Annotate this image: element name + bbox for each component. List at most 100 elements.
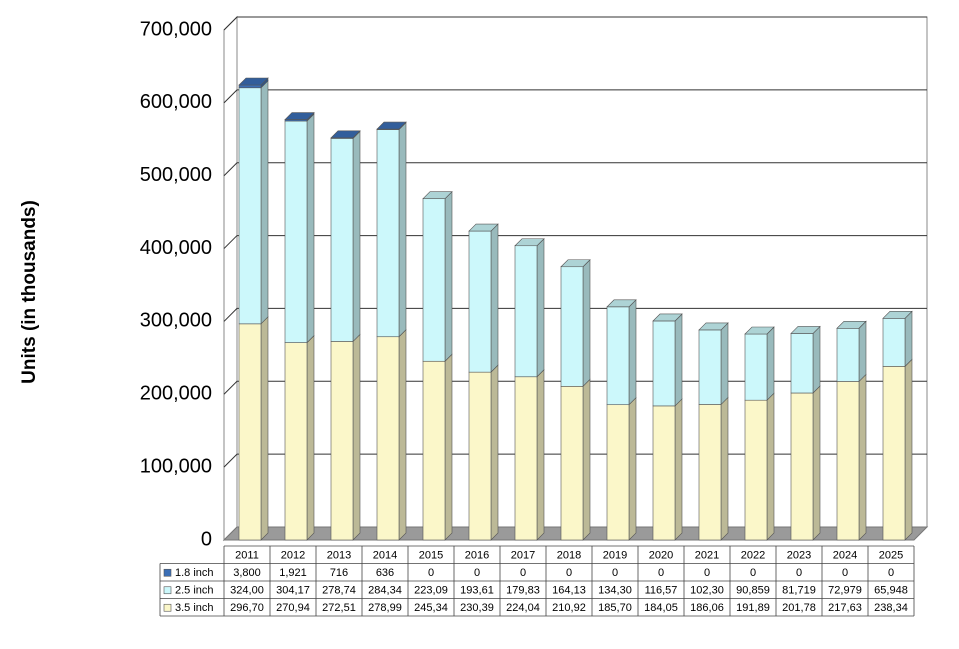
bar: [607, 307, 629, 405]
data-label: 0: [566, 567, 572, 579]
data-label: 0: [474, 567, 480, 579]
data-label: 224,04: [506, 602, 540, 614]
data-label: 102,30: [690, 585, 724, 597]
legend-label: 3.5 inch: [175, 602, 214, 614]
data-label: 0: [612, 567, 618, 579]
bar: [469, 231, 491, 372]
data-label: 193,61: [460, 585, 494, 597]
bar: [653, 406, 675, 540]
bar-side: [353, 131, 360, 341]
data-label: 179,83: [506, 585, 540, 597]
bar: [331, 138, 353, 341]
bar: [699, 404, 721, 540]
bar-side: [859, 321, 866, 381]
data-label: 223,09: [414, 585, 448, 597]
bar-side: [261, 317, 268, 540]
bar: [515, 377, 537, 540]
y-tick-label: 600,000: [140, 91, 212, 113]
x-tick-label: 2017: [511, 550, 535, 562]
legend-swatch: [164, 587, 171, 594]
bar: [791, 393, 813, 540]
bar-side: [813, 386, 820, 540]
bar: [745, 334, 767, 400]
bar-side: [767, 393, 774, 540]
bar-side: [721, 397, 728, 540]
bar: [469, 372, 491, 540]
bar: [561, 267, 583, 387]
data-label: 284,34: [368, 585, 402, 597]
legend-label: 2.5 inch: [175, 585, 214, 597]
bar: [423, 361, 445, 540]
legend-swatch: [164, 604, 171, 611]
data-label: 278,99: [368, 602, 402, 614]
bar-side: [491, 224, 498, 372]
bar: [883, 318, 905, 366]
data-label: 185,70: [598, 602, 632, 614]
bar: [837, 328, 859, 381]
data-label: 304,17: [276, 585, 310, 597]
data-label: 191,89: [736, 602, 770, 614]
bar-side: [767, 327, 774, 400]
data-label: 81,719: [782, 585, 816, 597]
legend-label: 1.8 inch: [175, 567, 214, 579]
data-label: 278,74: [322, 585, 356, 597]
data-label: 186,06: [690, 602, 724, 614]
x-tick-label: 2020: [649, 550, 673, 562]
data-label: 0: [704, 567, 710, 579]
x-tick-label: 2023: [787, 550, 811, 562]
x-tick-label: 2019: [603, 550, 627, 562]
bar: [515, 246, 537, 377]
data-label: 65,948: [874, 585, 908, 597]
bar-side: [905, 311, 912, 366]
bar: [331, 341, 353, 540]
bar: [239, 85, 261, 88]
data-label: 164,13: [552, 585, 586, 597]
legend-swatch: [164, 569, 171, 576]
bar: [285, 121, 307, 343]
data-label: 201,78: [782, 602, 816, 614]
x-tick-label: 2015: [419, 550, 443, 562]
x-tick-label: 2016: [465, 550, 489, 562]
bar-side: [353, 334, 360, 540]
bar: [285, 343, 307, 540]
x-tick-label: 2022: [741, 550, 765, 562]
data-label: 210,92: [552, 602, 586, 614]
bar: [239, 88, 261, 324]
data-label: 0: [888, 567, 894, 579]
bar-side: [307, 336, 314, 540]
data-label: 296,70: [230, 602, 264, 614]
bar: [423, 199, 445, 362]
data-label: 0: [658, 567, 664, 579]
x-tick-label: 2011: [235, 550, 259, 562]
bar-side: [583, 260, 590, 387]
bar-side: [813, 326, 820, 393]
bar-side: [537, 239, 544, 377]
bar-side: [905, 359, 912, 540]
data-label: 72,979: [828, 585, 862, 597]
bar-side: [675, 399, 682, 540]
bar: [607, 405, 629, 540]
data-label: 0: [796, 567, 802, 579]
data-label: 134,30: [598, 585, 632, 597]
data-label: 245,34: [414, 602, 448, 614]
x-tick-label: 2014: [373, 550, 397, 562]
side-wall: [224, 17, 237, 540]
data-label: 116,57: [645, 585, 678, 597]
bar-side: [445, 192, 452, 362]
bar: [377, 337, 399, 540]
y-axis-label: Units (in thousands): [19, 200, 40, 384]
y-tick-label: 500,000: [140, 164, 212, 186]
data-label: 636: [376, 567, 394, 579]
data-label: 272,51: [322, 602, 356, 614]
bar-side: [261, 81, 268, 324]
data-label: 270,94: [276, 602, 310, 614]
data-label: 716: [330, 567, 348, 579]
bar: [239, 324, 261, 540]
bar-side: [675, 314, 682, 406]
bar: [561, 386, 583, 540]
bar-side: [629, 300, 636, 405]
x-tick-label: 2012: [281, 550, 305, 562]
bar: [699, 330, 721, 405]
data-label: 0: [750, 567, 756, 579]
